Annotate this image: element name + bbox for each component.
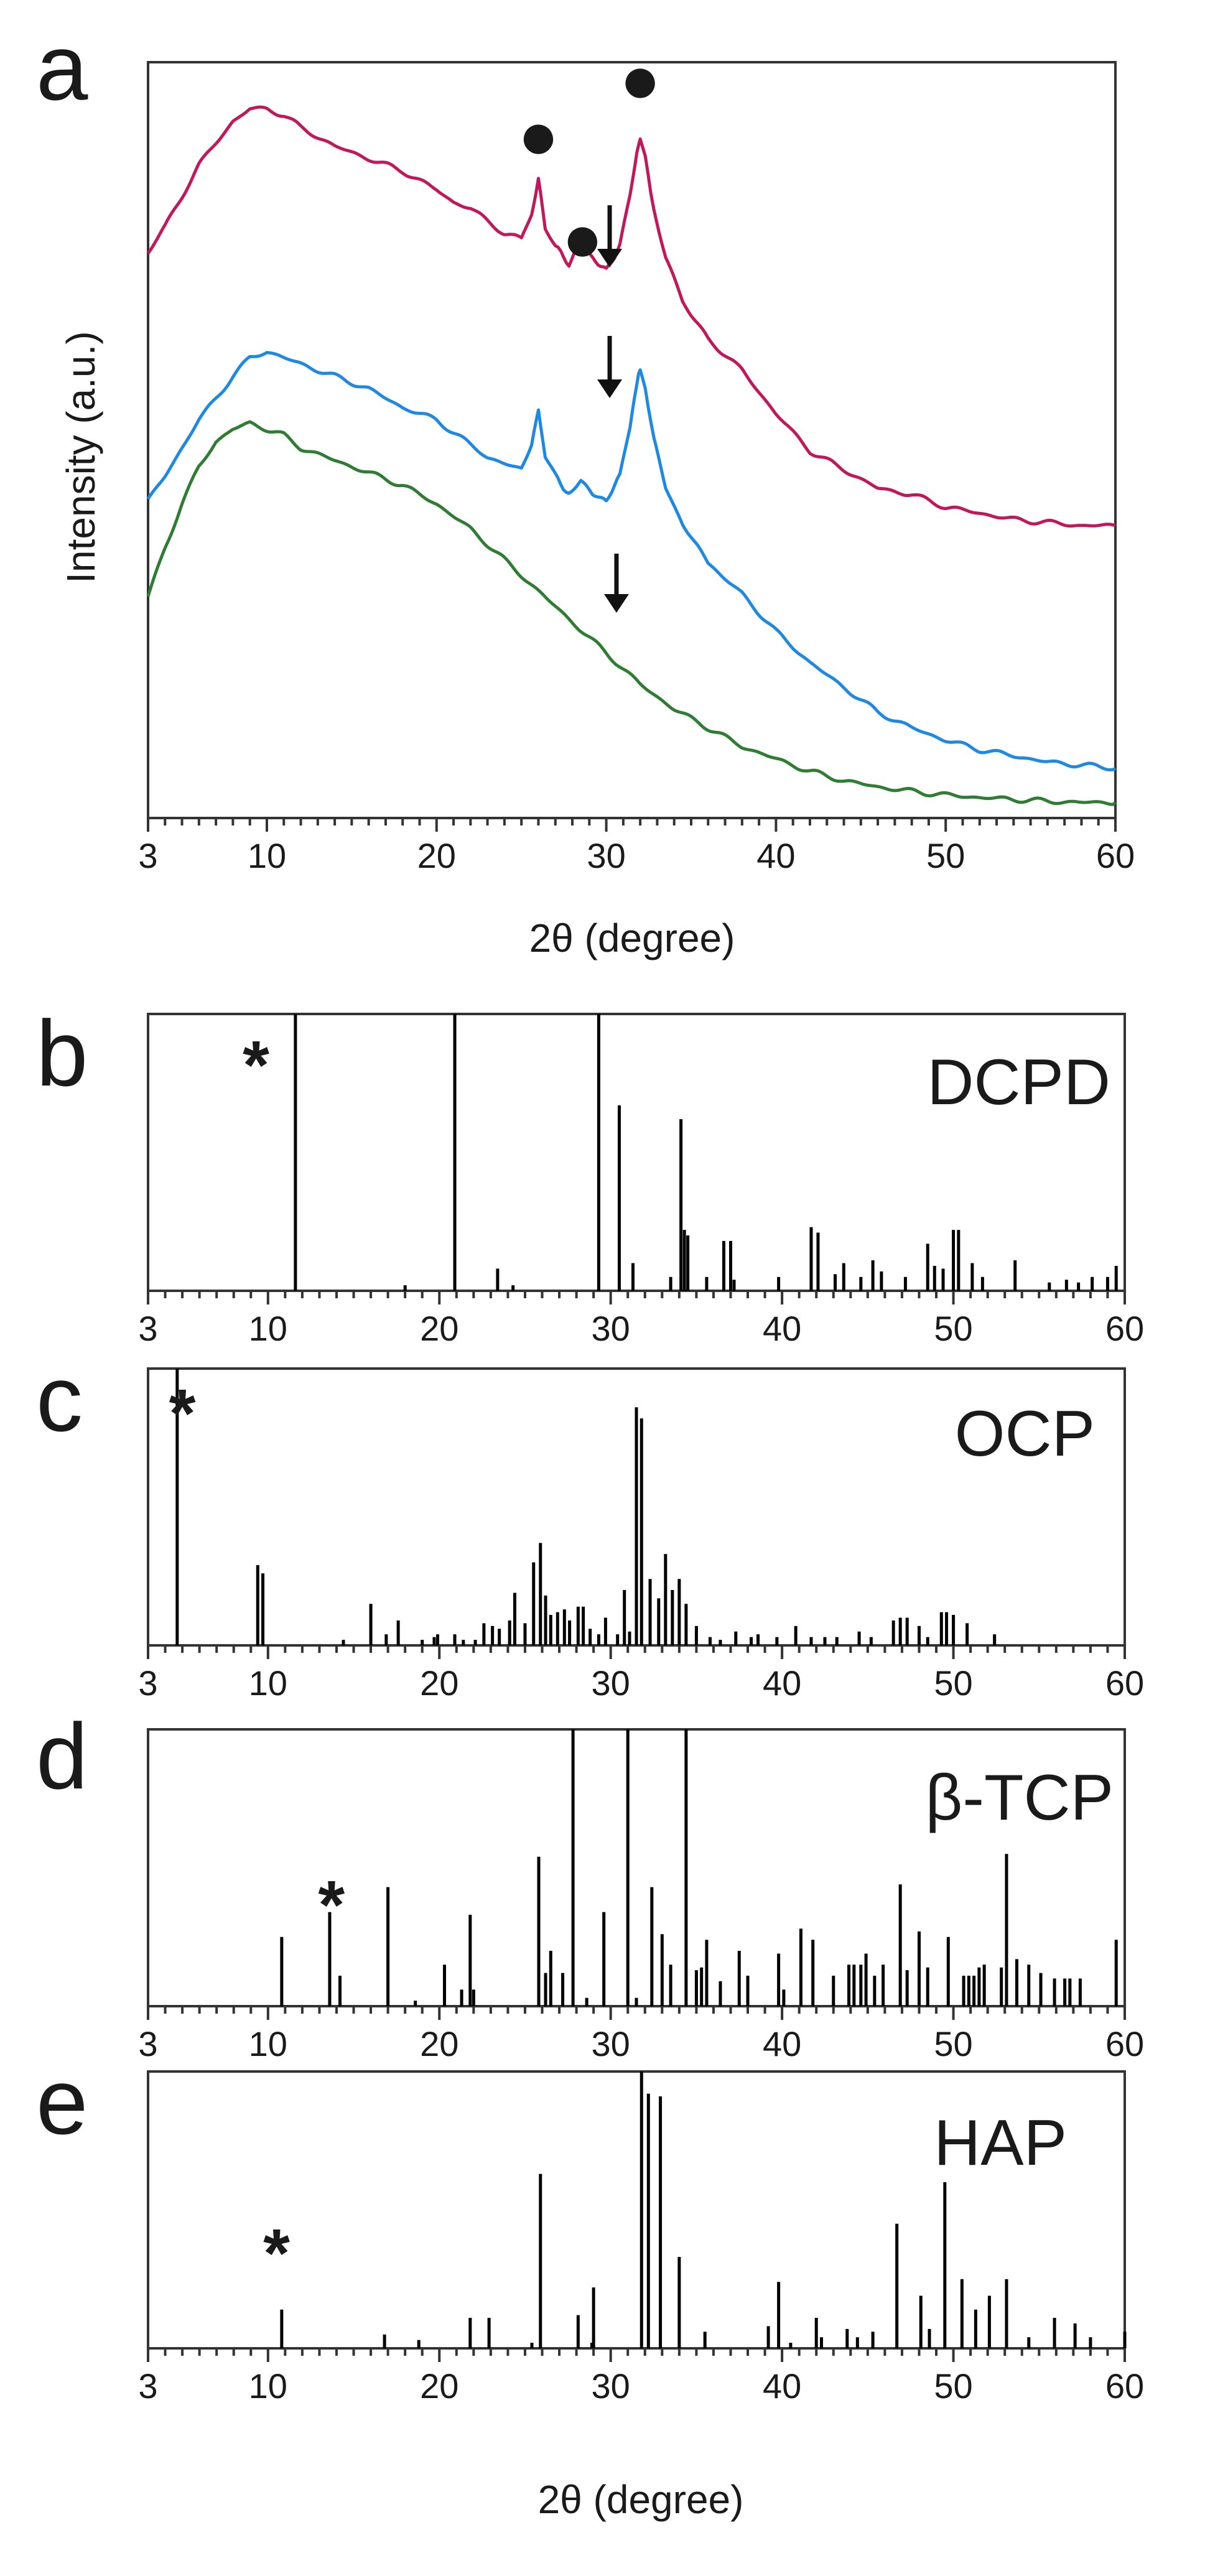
xrd-trace-top <box>146 105 1116 528</box>
panel-b-tick-label: 10 <box>249 1309 287 1348</box>
panel-e-tick-label: 40 <box>763 2366 801 2406</box>
panel-c-tick-label: 60 <box>1105 1663 1144 1703</box>
panel-c-x-axis: 3 10 20 30 40 50 60 <box>138 1645 1144 1703</box>
arrow-marker <box>597 205 623 267</box>
panel-b-tick-label: 50 <box>934 1309 972 1348</box>
panel-b-tick-label: 60 <box>1105 1309 1144 1348</box>
panel-a-tick-label: 40 <box>756 836 795 875</box>
panel-b-phase-label: DCPD <box>927 1046 1110 1118</box>
panel-e-phase-label: HAP <box>934 2107 1067 2179</box>
panel-d-letter: d <box>36 1704 88 1808</box>
peak-dot-marker: ● <box>620 41 661 118</box>
panel-c-tick-label: 20 <box>420 1663 458 1703</box>
panel-b-reference-bars: * <box>243 1014 1118 1291</box>
panel-d-tick-label: 40 <box>763 2024 801 2063</box>
panel-d-tick-label: 50 <box>934 2024 972 2063</box>
panel-a-tick-label: 60 <box>1096 836 1135 875</box>
panel-c-tick-label: 50 <box>934 1663 972 1703</box>
panel-e-reference-bars: * <box>263 2071 1127 2348</box>
panel-e-tick-label: 60 <box>1105 2366 1144 2406</box>
panel-b-tick-label: 20 <box>420 1309 458 1348</box>
panel-a-tick-label: 50 <box>926 836 965 875</box>
panel-a-x-axis: 3 10 20 30 40 50 60 <box>138 818 1135 875</box>
panel-e-plot-frame <box>147 2070 1126 2350</box>
star-marker: * <box>169 1375 196 1452</box>
panel-b-plot-frame <box>147 1013 1126 1292</box>
peak-dot-marker: ● <box>518 97 559 174</box>
panel-e-tick-label: 10 <box>249 2366 287 2406</box>
panel-d-reference-bars: * <box>280 1729 1118 2006</box>
panel-d-tick-label: 3 <box>138 2024 157 2063</box>
panel-c-tick-label: 30 <box>592 1663 630 1703</box>
panel-b-dcpd-reference: b DCPD * 3 10 20 30 40 50 60 <box>36 1001 1144 1348</box>
panel-e-tick-label: 20 <box>420 2366 458 2406</box>
panel-a-y-axis-title: Intensity (a.u.) <box>58 331 103 584</box>
panel-a-traces <box>146 105 1117 806</box>
panel-b-x-axis: 3 10 20 30 40 50 60 <box>138 1291 1144 1348</box>
panel-a-tick-label: 10 <box>248 836 286 875</box>
panel-b-tick-label: 3 <box>138 1309 157 1348</box>
panel-b-tick-label: 30 <box>592 1309 630 1348</box>
panel-d-tick-label: 60 <box>1105 2024 1144 2063</box>
star-marker: * <box>318 1867 345 1943</box>
xrd-trace-middle <box>146 351 1117 771</box>
xrd-trace-bottom <box>146 420 1117 806</box>
panel-e-x-axis-title: 2θ (degree) <box>538 2477 744 2522</box>
panel-b-tick-label: 40 <box>763 1309 801 1348</box>
panel-d-phase-label: β-TCP <box>926 1762 1114 1834</box>
panel-a-x-axis-title: 2θ (degree) <box>529 916 735 960</box>
panel-a-xrd-patterns: a Intensity (a.u.) 3 10 20 30 40 50 60 ●●● 2θ … <box>36 15 1135 960</box>
panel-e-x-axis: 3 10 20 30 40 50 60 <box>138 2348 1144 2406</box>
panel-a-plot-frame <box>147 61 1117 819</box>
panel-e-tick-label: 30 <box>592 2366 630 2406</box>
panel-a-letter: a <box>36 15 88 119</box>
panel-e-tick-label: 50 <box>934 2366 972 2406</box>
panel-d-tick-label: 30 <box>592 2024 630 2063</box>
panel-a-tick-label: 20 <box>417 836 456 875</box>
panel-d-tick-label: 20 <box>420 2024 458 2063</box>
panel-c-reference-bars: * <box>169 1369 997 1645</box>
peak-dot-marker: ● <box>562 200 603 276</box>
panel-c-tick-label: 40 <box>763 1663 801 1703</box>
panel-a-annotations: ●●● <box>518 41 661 613</box>
panel-a-tick-label: 3 <box>138 836 157 875</box>
panel-a-tick-label: 30 <box>587 836 625 875</box>
panel-c-letter: c <box>36 1346 83 1451</box>
panel-e-hap-reference: e HAP * 3 10 20 30 40 50 60 2θ (degree) <box>36 2049 1144 2522</box>
panel-e-letter: e <box>36 2049 88 2154</box>
panel-d-tick-label: 10 <box>249 2024 287 2063</box>
arrow-marker <box>597 336 623 398</box>
arrow-marker <box>603 554 629 613</box>
panel-c-tick-label: 3 <box>138 1663 157 1703</box>
panel-b-letter: b <box>36 1001 88 1105</box>
panel-d-beta-tcp-reference: d β-TCP * 3 10 20 30 40 50 60 <box>36 1704 1144 2063</box>
star-marker: * <box>243 1027 269 1104</box>
panel-c-ocp-reference: c OCP * 3 10 20 30 40 50 60 <box>36 1346 1144 1703</box>
panel-c-tick-label: 10 <box>249 1663 287 1703</box>
panel-e-tick-label: 3 <box>138 2366 157 2406</box>
star-marker: * <box>263 2215 290 2292</box>
panel-d-x-axis: 3 10 20 30 40 50 60 <box>138 2006 1144 2063</box>
panel-c-phase-label: OCP <box>955 1398 1095 1470</box>
